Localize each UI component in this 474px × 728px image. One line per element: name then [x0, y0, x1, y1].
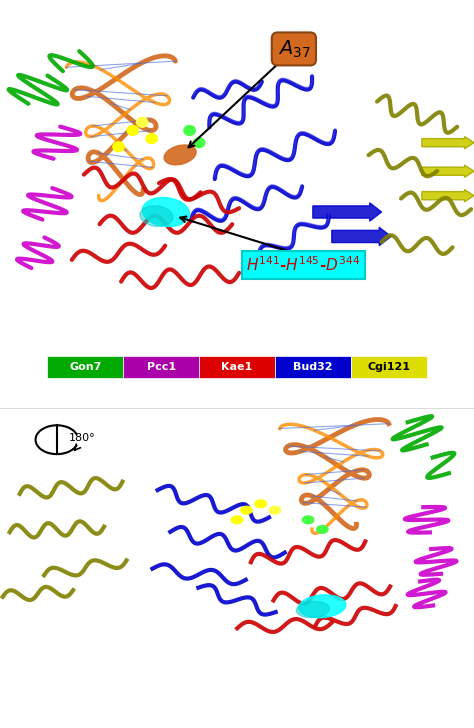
- FancyArrow shape: [296, 252, 360, 270]
- Circle shape: [146, 134, 157, 143]
- Ellipse shape: [142, 197, 190, 226]
- Circle shape: [241, 507, 252, 514]
- Ellipse shape: [140, 206, 173, 226]
- FancyBboxPatch shape: [199, 356, 275, 378]
- FancyArrow shape: [313, 203, 382, 221]
- Circle shape: [269, 507, 281, 514]
- Circle shape: [184, 125, 195, 135]
- FancyArrow shape: [422, 165, 474, 178]
- FancyArrow shape: [422, 137, 474, 149]
- FancyBboxPatch shape: [47, 356, 123, 378]
- Text: Bud32: Bud32: [293, 362, 333, 372]
- Circle shape: [193, 138, 205, 148]
- Ellipse shape: [299, 595, 346, 617]
- Circle shape: [113, 142, 124, 151]
- FancyBboxPatch shape: [123, 356, 199, 378]
- Text: Kae1: Kae1: [221, 362, 253, 372]
- Ellipse shape: [164, 145, 196, 165]
- Text: Pcc1: Pcc1: [146, 362, 176, 372]
- Text: $A_{37}$: $A_{37}$: [278, 39, 310, 60]
- Text: $H^{141}$-$H^{145}$-$D^{344}$: $H^{141}$-$H^{145}$-$D^{344}$: [246, 256, 360, 274]
- Circle shape: [231, 516, 243, 523]
- FancyArrow shape: [332, 227, 391, 245]
- FancyBboxPatch shape: [351, 356, 427, 378]
- Circle shape: [255, 500, 266, 507]
- Circle shape: [317, 526, 328, 533]
- Text: Gon7: Gon7: [69, 362, 101, 372]
- FancyBboxPatch shape: [275, 356, 351, 378]
- FancyArrow shape: [422, 189, 474, 202]
- Ellipse shape: [296, 601, 329, 617]
- Circle shape: [137, 117, 148, 127]
- Text: Cgi121: Cgi121: [367, 362, 410, 372]
- Circle shape: [127, 125, 138, 135]
- Circle shape: [302, 516, 314, 523]
- Text: 180°: 180°: [69, 433, 95, 443]
